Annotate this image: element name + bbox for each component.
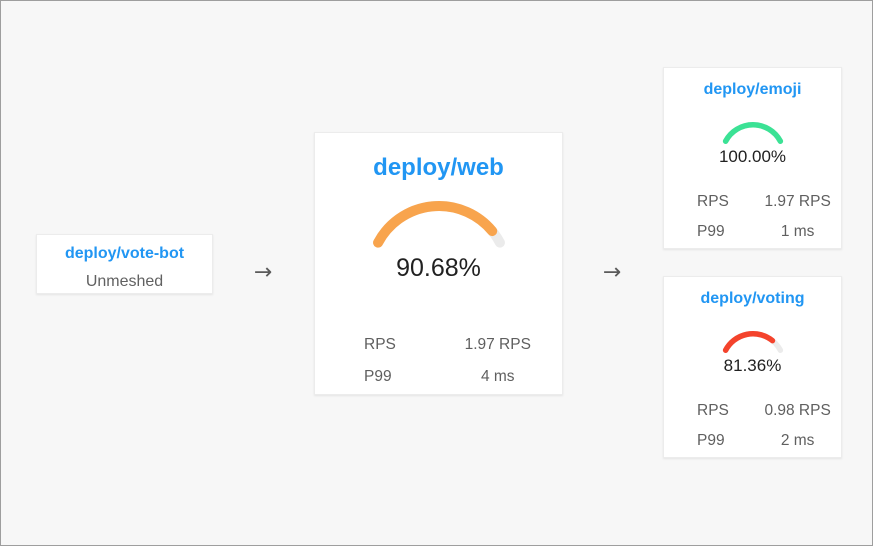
flow-arrow-icon: → — [602, 260, 622, 285]
stat-row-p99: P99 4 ms — [315, 361, 562, 393]
node-card-emoji: deploy/emoji 100.00% RPS 1.97 RPS P99 1 … — [663, 67, 842, 249]
success-rate-gauge — [722, 331, 784, 353]
node-card-web: deploy/web 90.68% RPS 1.97 RPS P99 4 ms — [314, 132, 563, 395]
stat-row-p99: P99 2 ms — [664, 426, 841, 456]
node-stats: RPS 1.97 RPS P99 1 ms — [664, 187, 841, 247]
stat-label: RPS — [364, 336, 396, 353]
stat-label: P99 — [364, 368, 392, 385]
stat-label: RPS — [697, 402, 729, 419]
stat-row-rps: RPS 1.97 RPS — [315, 329, 562, 361]
node-title-link[interactable]: deploy/voting — [700, 290, 805, 307]
stat-row-rps: RPS 0.98 RPS — [664, 396, 841, 426]
stat-value: 1.97 RPS — [464, 336, 531, 353]
node-stats: RPS 1.97 RPS P99 4 ms — [315, 329, 562, 393]
stat-row-rps: RPS 1.97 RPS — [664, 187, 841, 217]
success-rate-value: 81.36% — [723, 356, 782, 375]
node-card-voting: deploy/voting 81.36% RPS 0.98 RPS P99 2 … — [663, 276, 842, 458]
node-title-link[interactable]: deploy/vote-bot — [64, 245, 185, 262]
node-title-link[interactable]: deploy/emoji — [703, 81, 802, 98]
node-card-vote-bot: deploy/vote-bot Unmeshed — [36, 234, 213, 294]
stat-label: RPS — [697, 193, 729, 210]
stat-label: P99 — [697, 432, 725, 449]
success-rate-gauge — [373, 201, 505, 248]
stat-row-p99: P99 1 ms — [664, 217, 841, 247]
success-rate-gauge — [722, 122, 784, 144]
stat-value: 1.97 RPS — [764, 193, 831, 210]
success-rate-value: 90.68% — [396, 254, 481, 282]
node-stats: RPS 0.98 RPS P99 2 ms — [664, 396, 841, 456]
stat-value: 1 ms — [780, 223, 815, 240]
node-status-unmeshed: Unmeshed — [85, 273, 164, 290]
node-title-link[interactable]: deploy/web — [373, 154, 504, 181]
stat-value: 0.98 RPS — [764, 402, 831, 419]
stat-value: 2 ms — [780, 432, 815, 449]
stat-label: P99 — [697, 223, 725, 240]
success-rate-value: 100.00% — [718, 147, 787, 166]
stat-value: 4 ms — [480, 368, 515, 385]
flow-arrow-icon: → — [253, 260, 273, 285]
